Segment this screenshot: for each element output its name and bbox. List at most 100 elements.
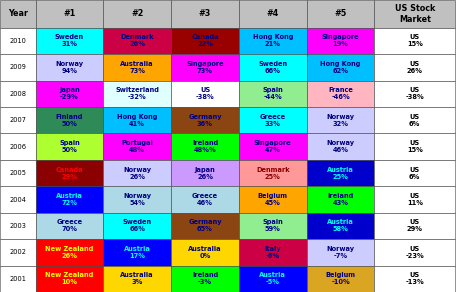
Bar (239, 160, 307, 186)
Text: #4: #4 (267, 9, 279, 18)
Bar (0, 213, 36, 239)
Text: Norway
94%: Norway 94% (55, 61, 83, 74)
Bar (171, 186, 239, 213)
Bar (36, 239, 103, 266)
Bar (307, 213, 374, 239)
Bar (239, 0, 307, 28)
Bar (103, 213, 171, 239)
Bar (0, 54, 36, 81)
Text: Canada
29%: Canada 29% (55, 166, 83, 180)
Bar (239, 186, 307, 213)
Text: Sweden
31%: Sweden 31% (55, 34, 84, 48)
Bar (171, 81, 239, 107)
Text: 2006: 2006 (9, 144, 26, 150)
Bar (103, 107, 171, 133)
Text: Japan
-29%: Japan -29% (59, 87, 80, 100)
Text: US
15%: US 15% (407, 140, 423, 153)
Bar (307, 28, 374, 54)
Bar (0, 133, 36, 160)
Bar (307, 54, 374, 81)
Bar (171, 160, 239, 186)
Bar (171, 133, 239, 160)
Text: Australia
0%: Australia 0% (188, 246, 222, 259)
Bar (307, 186, 374, 213)
Bar (374, 28, 455, 54)
Bar (239, 81, 307, 107)
Bar (0, 28, 36, 54)
Bar (374, 266, 455, 292)
Text: Norway
46%: Norway 46% (327, 140, 355, 153)
Text: Denmark
25%: Denmark 25% (256, 166, 290, 180)
Text: 2005: 2005 (9, 170, 26, 176)
Text: Austria
25%: Austria 25% (327, 166, 354, 180)
Text: Norway
26%: Norway 26% (123, 166, 151, 180)
Text: Spain
-44%: Spain -44% (263, 87, 283, 100)
Bar (374, 160, 455, 186)
Text: #2: #2 (131, 9, 144, 18)
Bar (307, 81, 374, 107)
Text: Germany
65%: Germany 65% (188, 219, 222, 232)
Bar (239, 266, 307, 292)
Bar (374, 0, 455, 28)
Text: Finland
50%: Finland 50% (56, 114, 83, 127)
Text: Australia
73%: Australia 73% (120, 61, 154, 74)
Bar (239, 133, 307, 160)
Text: Austria
58%: Austria 58% (327, 219, 354, 232)
Text: Italy
-6%: Italy -6% (264, 246, 281, 259)
Bar (103, 133, 171, 160)
Text: Greece
46%: Greece 46% (192, 193, 218, 206)
Text: Sweden
66%: Sweden 66% (258, 61, 287, 74)
Bar (0, 160, 36, 186)
Bar (307, 107, 374, 133)
Text: US Stock
Market: US Stock Market (394, 4, 435, 24)
Text: Hong Kong
41%: Hong Kong 41% (117, 114, 157, 127)
Bar (374, 81, 455, 107)
Text: Denmark
26%: Denmark 26% (120, 34, 154, 48)
Text: US
11%: US 11% (407, 193, 423, 206)
Text: Hong Kong
62%: Hong Kong 62% (320, 61, 361, 74)
Text: Germany
36%: Germany 36% (188, 114, 222, 127)
Bar (0, 107, 36, 133)
Text: Spain
59%: Spain 59% (263, 219, 283, 232)
Bar (374, 239, 455, 266)
Text: US
26%: US 26% (407, 61, 423, 74)
Text: Norway
54%: Norway 54% (123, 193, 151, 206)
Bar (103, 81, 171, 107)
Text: Belgium
45%: Belgium 45% (258, 193, 288, 206)
Bar (171, 107, 239, 133)
Text: #5: #5 (335, 9, 346, 18)
Text: 2004: 2004 (9, 197, 26, 203)
Text: Singapore
47%: Singapore 47% (254, 140, 292, 153)
Bar (0, 239, 36, 266)
Bar (0, 186, 36, 213)
Text: US
-13%: US -13% (405, 272, 424, 285)
Text: Austria
72%: Austria 72% (56, 193, 83, 206)
Text: Ireland
-3%: Ireland -3% (192, 272, 218, 285)
Text: Japan
26%: Japan 26% (195, 166, 215, 180)
Bar (374, 186, 455, 213)
Text: US
-23%: US -23% (405, 246, 424, 259)
Text: #1: #1 (64, 9, 75, 18)
Bar (103, 239, 171, 266)
Bar (36, 107, 103, 133)
Text: 2008: 2008 (9, 91, 26, 97)
Bar (239, 213, 307, 239)
Bar (36, 81, 103, 107)
Bar (171, 266, 239, 292)
Text: 2003: 2003 (9, 223, 26, 229)
Bar (103, 54, 171, 81)
Bar (239, 239, 307, 266)
Bar (103, 0, 171, 28)
Text: Australia
3%: Australia 3% (120, 272, 154, 285)
Text: Austria
-5%: Austria -5% (259, 272, 286, 285)
Text: Greece
33%: Greece 33% (260, 114, 286, 127)
Text: Switzerland
-32%: Switzerland -32% (115, 87, 159, 100)
Bar (307, 0, 374, 28)
Text: Austria
17%: Austria 17% (124, 246, 151, 259)
Bar (103, 160, 171, 186)
Bar (171, 0, 239, 28)
Text: 2010: 2010 (9, 38, 26, 44)
Text: Singapore
73%: Singapore 73% (186, 61, 224, 74)
Text: Norway
32%: Norway 32% (327, 114, 355, 127)
Text: Year: Year (8, 9, 28, 18)
